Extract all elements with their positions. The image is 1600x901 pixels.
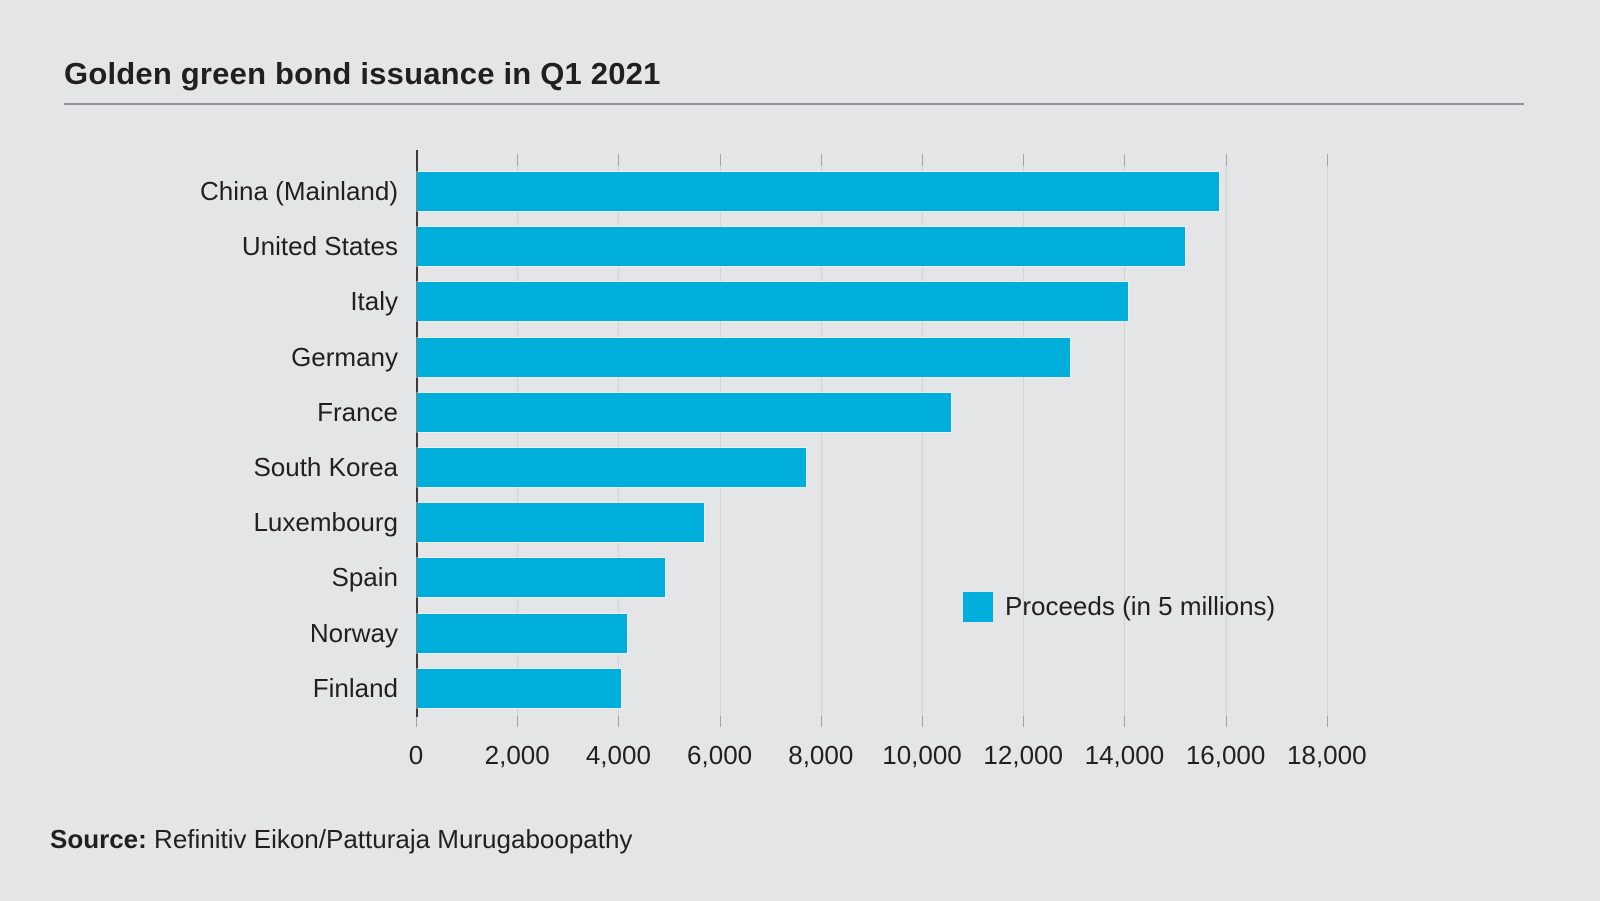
x-tick-label: 0 bbox=[408, 740, 424, 770]
x-tick-label: 6,000 bbox=[687, 740, 753, 770]
x-axis-bottom-tick bbox=[922, 716, 923, 727]
source-prefix: Source: bbox=[50, 824, 147, 854]
x-tick-label: 18,000 bbox=[1287, 740, 1367, 770]
x-axis-top-tick bbox=[618, 154, 620, 166]
bar-united-states bbox=[417, 227, 1186, 267]
x-axis-bottom-tick bbox=[416, 716, 417, 727]
x-axis-top-tick bbox=[1225, 154, 1227, 166]
bar-spain bbox=[417, 558, 665, 598]
bar-france bbox=[417, 392, 951, 432]
x-tick-label: 4,000 bbox=[585, 740, 651, 770]
gridline-18,000 bbox=[1326, 154, 1328, 716]
gridline-2,000 bbox=[517, 154, 519, 716]
x-axis-bottom-tick bbox=[820, 716, 822, 727]
category-label: United States bbox=[241, 231, 398, 262]
category-label: Luxembourg bbox=[253, 507, 398, 538]
bar-germany bbox=[417, 337, 1070, 377]
x-axis-bottom-tick bbox=[1023, 716, 1025, 727]
gridline-4,000 bbox=[618, 154, 620, 716]
legend-swatch bbox=[963, 591, 993, 622]
x-axis-top-tick bbox=[922, 154, 923, 166]
x-tick-label: 2,000 bbox=[484, 740, 550, 770]
x-axis-top-tick bbox=[1023, 154, 1025, 166]
x-axis-top-tick bbox=[820, 154, 822, 166]
title-divider bbox=[64, 103, 1524, 105]
x-tick-label: 14,000 bbox=[1084, 740, 1165, 770]
x-tick-label: 8,000 bbox=[788, 740, 854, 770]
x-axis-top-tick bbox=[1124, 154, 1126, 166]
gridline-6,000 bbox=[719, 154, 721, 716]
x-axis-top-tick bbox=[1326, 154, 1328, 166]
category-label: Italy bbox=[350, 286, 398, 317]
chart-legend: Proceeds (in 5 millions) bbox=[963, 591, 1275, 622]
gridline-16,000 bbox=[1225, 154, 1227, 716]
category-label: France bbox=[317, 396, 398, 427]
bar-norway bbox=[417, 613, 628, 653]
category-label: Germany bbox=[291, 341, 398, 372]
category-label: Finland bbox=[312, 672, 398, 703]
x-tick-label: 12,000 bbox=[983, 740, 1063, 770]
x-axis-bottom-tick bbox=[1124, 716, 1126, 727]
source-line: Source: Refinitiv Eikon/Patturaja Muruga… bbox=[50, 824, 632, 855]
category-label: South Korea bbox=[253, 452, 398, 482]
x-tick-label: 10,000 bbox=[882, 740, 962, 770]
x-axis-top-tick bbox=[719, 154, 721, 166]
x-axis-bottom-tick bbox=[1326, 716, 1328, 727]
category-label: China (Mainland) bbox=[200, 176, 398, 206]
category-label: Norway bbox=[309, 617, 398, 648]
x-axis-top-tick bbox=[517, 154, 519, 166]
gridline-8,000 bbox=[820, 154, 822, 716]
gridline-14,000 bbox=[1124, 154, 1126, 716]
y-axis-line bbox=[416, 150, 418, 717]
x-axis-bottom-tick bbox=[517, 716, 519, 727]
gridline-12,000 bbox=[1023, 154, 1025, 716]
bar-italy bbox=[417, 282, 1128, 322]
bar-luxembourg bbox=[417, 503, 704, 543]
bar-finland bbox=[417, 668, 622, 708]
bar-china-mainland bbox=[417, 172, 1219, 211]
chart-title: Golden green bond issuance in Q1 2021 bbox=[64, 56, 661, 91]
legend-label: Proceeds (in 5 millions) bbox=[1005, 591, 1276, 621]
x-axis-bottom-tick bbox=[1225, 716, 1227, 727]
x-axis-bottom-tick bbox=[719, 716, 721, 727]
bar-south-korea bbox=[417, 448, 806, 487]
x-axis-bottom-tick bbox=[618, 716, 620, 727]
x-tick-label: 16,000 bbox=[1185, 740, 1266, 770]
source-text: Refinitiv Eikon/Patturaja Murugaboopathy bbox=[146, 824, 633, 854]
gridline-10,000 bbox=[922, 154, 923, 716]
category-label: Spain bbox=[331, 562, 399, 593]
